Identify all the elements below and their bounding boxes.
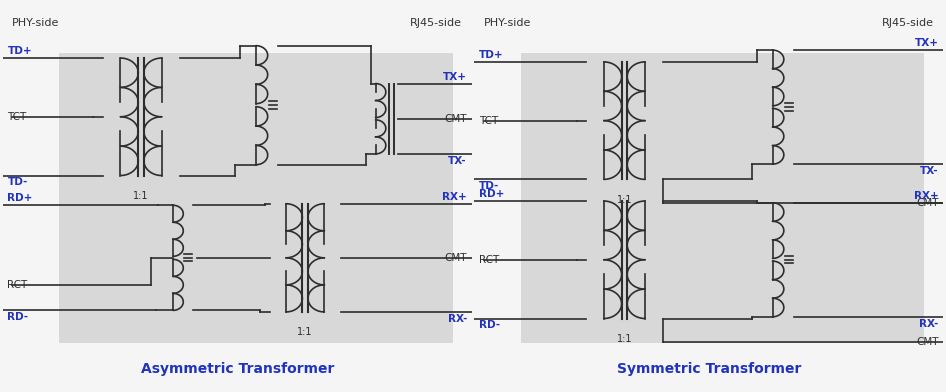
Text: RD+: RD+ (479, 189, 504, 199)
Text: PHY-side: PHY-side (483, 18, 531, 28)
Text: CMT: CMT (445, 114, 467, 124)
Text: TD-: TD- (8, 178, 27, 187)
Text: TCT: TCT (8, 112, 26, 122)
Text: CMT: CMT (445, 253, 467, 263)
Text: RJ45-side: RJ45-side (411, 18, 463, 28)
Text: RX+: RX+ (914, 191, 938, 201)
Text: TD+: TD+ (479, 50, 503, 60)
Text: 1:1: 1:1 (297, 327, 313, 338)
Bar (521, 53, 924, 343)
Text: RD+: RD+ (8, 193, 33, 203)
Text: TCT: TCT (479, 116, 499, 126)
Text: RD-: RD- (8, 312, 28, 322)
Text: TX+: TX+ (915, 38, 938, 48)
Text: Asymmetric Transformer: Asymmetric Transformer (141, 362, 334, 376)
Text: RX+: RX+ (442, 192, 467, 202)
Bar (59, 53, 453, 343)
Text: RX-: RX- (447, 314, 467, 324)
Text: TX-: TX- (920, 166, 938, 176)
Text: CMT: CMT (916, 337, 938, 347)
Text: 1:1: 1:1 (617, 195, 632, 205)
Text: TX-: TX- (448, 156, 467, 166)
Text: RX-: RX- (920, 319, 938, 329)
Text: Symmetric Transformer: Symmetric Transformer (617, 362, 801, 376)
Text: RJ45-side: RJ45-side (882, 18, 934, 28)
Text: TD-: TD- (479, 181, 499, 191)
Text: 1:1: 1:1 (133, 191, 149, 201)
Text: RCT: RCT (479, 255, 499, 265)
Text: RCT: RCT (8, 280, 27, 290)
Text: 1:1: 1:1 (617, 334, 632, 344)
Text: RD-: RD- (479, 320, 500, 330)
Text: CMT: CMT (916, 198, 938, 208)
Text: TD+: TD+ (8, 46, 32, 56)
Text: PHY-side: PHY-side (12, 18, 60, 28)
Text: TX+: TX+ (443, 72, 467, 82)
